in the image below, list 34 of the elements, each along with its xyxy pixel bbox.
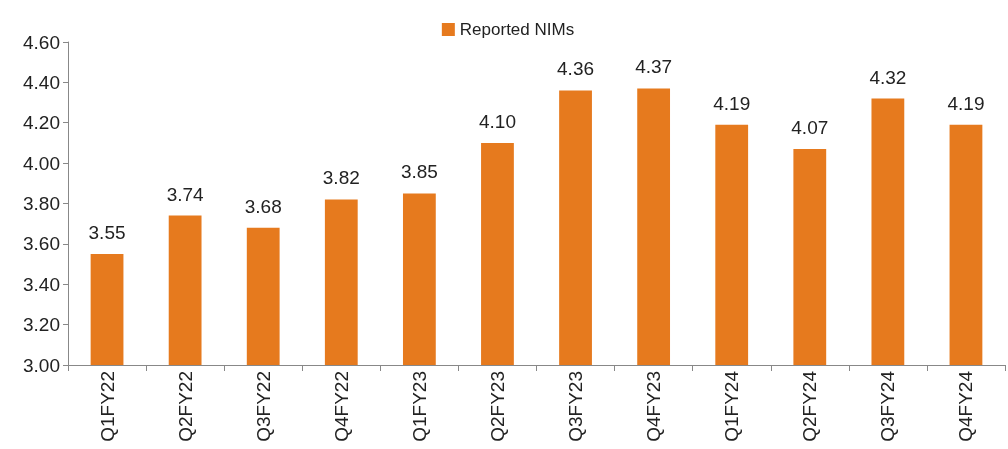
x-tick-label: Q1FY24: [721, 370, 743, 442]
text: 3.74: [166, 183, 204, 205]
x-tick-label: Q2FY22: [174, 371, 196, 442]
text: 4.10: [478, 110, 516, 132]
y-tick-label: 3.80: [23, 193, 60, 214]
x-tick-label: Q2FY24: [799, 370, 821, 442]
x-tick-label: Q4FY22: [330, 371, 352, 442]
y-tick-label: 3.40: [23, 273, 60, 295]
text: 4.07: [791, 116, 829, 138]
text: 4.37: [635, 56, 673, 78]
y-tick-label: 3.20: [23, 314, 60, 336]
text: 3.55: [88, 221, 126, 243]
y-tick-label: 3.60: [23, 233, 60, 255]
x-tick-label: Q1FY23: [408, 371, 430, 442]
text: 4.32: [869, 66, 907, 88]
y-tick-label: 4.20: [23, 112, 60, 134]
text: 3.85: [400, 161, 438, 183]
x-tick-label: Q4FY23: [643, 371, 665, 442]
y-tick-label: 4.00: [23, 152, 60, 174]
x-tick-label: Q3FY24: [877, 370, 899, 442]
x-tick-label: Q1FY22: [96, 371, 118, 442]
y-tick-label: 4.40: [23, 71, 60, 93]
x-tick-label: Q3FY23: [565, 371, 587, 442]
y-tick-label: 3.00: [23, 354, 60, 376]
x-tick-label: Q3FY22: [252, 371, 274, 442]
text: 4.19: [713, 92, 751, 114]
text: 3.68: [244, 195, 282, 217]
text: 4.36: [557, 58, 595, 80]
y-tick-label: 4.60: [23, 31, 60, 53]
text: 3.82: [322, 167, 360, 189]
text: 4.19: [947, 92, 985, 114]
legend-label: Reported NIMs: [459, 20, 575, 39]
x-tick-label: Q4FY24: [955, 370, 977, 442]
x-tick-label: Q2FY23: [486, 371, 508, 442]
